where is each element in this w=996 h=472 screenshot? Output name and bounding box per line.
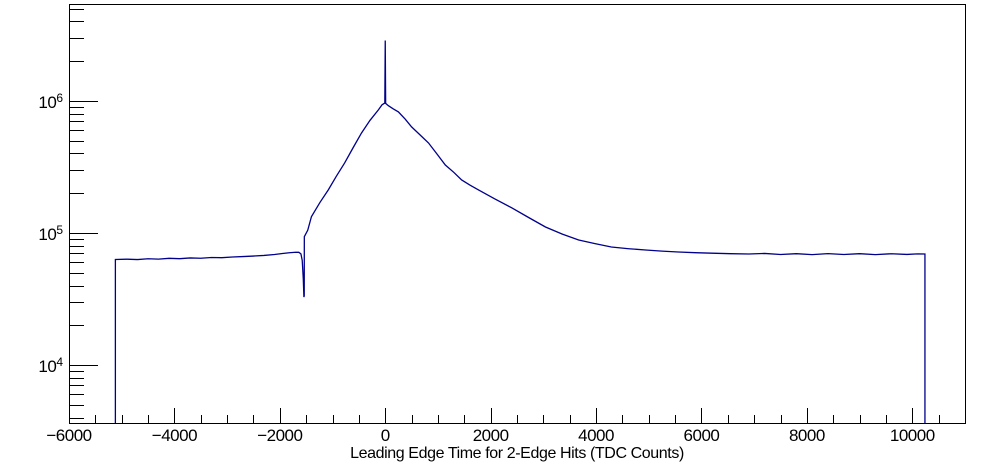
x-tick-label: 8000 bbox=[788, 426, 825, 445]
plot-frame-group bbox=[69, 4, 966, 424]
x-tick-label: 0 bbox=[380, 426, 390, 445]
axis-ticks-group bbox=[69, 9, 940, 423]
x-tick-label: −2000 bbox=[257, 426, 303, 445]
y-tick-label: 105 bbox=[38, 222, 63, 244]
x-tick-label: −6000 bbox=[46, 426, 92, 445]
x-tick-label: 10000 bbox=[889, 426, 935, 445]
histogram-curve-group bbox=[114, 40, 926, 423]
y-tick-label: 104 bbox=[38, 355, 63, 377]
plot-frame bbox=[69, 4, 966, 424]
x-tick-label: 4000 bbox=[578, 426, 614, 445]
x-tick-label: −4000 bbox=[151, 426, 198, 445]
y-tick-label: 106 bbox=[38, 90, 63, 112]
x-tick-label: 6000 bbox=[683, 426, 720, 445]
x-tick-label: 2000 bbox=[472, 426, 509, 445]
x-axis-title: Leading Edge Time for 2-Edge Hits (TDC C… bbox=[350, 445, 684, 462]
histogram-curve bbox=[114, 40, 926, 423]
